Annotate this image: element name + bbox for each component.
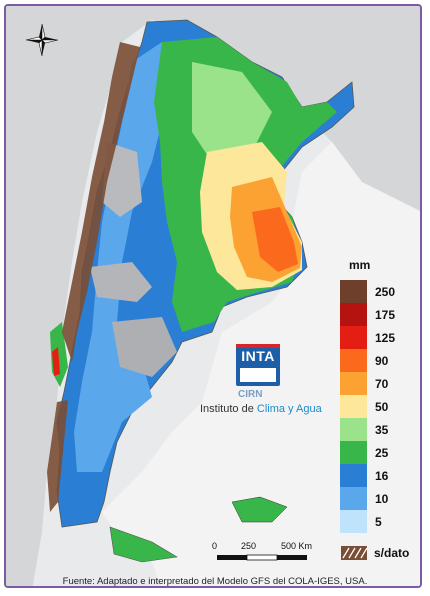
- legend-swatch: [340, 395, 367, 418]
- scale-label-500: 500 Km: [281, 541, 313, 551]
- dark-orange-region: [252, 207, 298, 272]
- legend-label: 125: [375, 330, 396, 345]
- legend-swatch: [340, 418, 367, 441]
- legend-label: 250: [375, 284, 396, 299]
- legend-swatch: [340, 326, 367, 349]
- inta-logo-text: INTA: [241, 348, 275, 364]
- legend-label: 175: [375, 307, 396, 322]
- legend-swatch: [340, 441, 367, 464]
- legend-label: 50: [375, 399, 389, 414]
- inta-logo: INTA: [236, 344, 280, 386]
- legend-color-bar: [340, 280, 367, 533]
- scale-bar: [217, 554, 307, 561]
- relief-area: [112, 317, 177, 377]
- legend-swatch: [340, 464, 367, 487]
- legend-label: 35: [375, 422, 389, 437]
- cirn-label: CIRN: [238, 389, 263, 400]
- coastal-red: [52, 347, 60, 376]
- legend-swatch: [340, 372, 367, 395]
- institute-prefix: Instituto de: [200, 403, 257, 415]
- legend-label: 90: [375, 353, 389, 368]
- legend-unit: mm: [349, 258, 371, 272]
- no-data-swatch: [341, 546, 367, 560]
- light-blue-region: [74, 42, 167, 472]
- scale-label-250: 250: [241, 541, 257, 551]
- legend-label: 5: [375, 514, 382, 529]
- legend-label: 10: [375, 491, 389, 506]
- legend-swatch: [340, 349, 367, 372]
- scale-label-0: 0: [212, 541, 218, 551]
- legend-swatch: [340, 280, 367, 303]
- compass-rose-icon: [25, 23, 59, 57]
- legend-swatch: [340, 303, 367, 326]
- legend-no-data-label: s/dato: [374, 546, 410, 560]
- source-footer: Fuente: Adaptado e interpretado del Mode…: [62, 576, 368, 587]
- light-green-region: [192, 62, 272, 162]
- no-data-strip: [62, 42, 140, 362]
- institute-name: Instituto de Clima y Agua: [200, 403, 322, 415]
- tierra-del-fuego: [109, 526, 178, 563]
- legend-swatch: [340, 510, 367, 533]
- legend-label: 25: [375, 445, 389, 460]
- legend-swatch: [340, 487, 367, 510]
- no-data-strip: [47, 400, 68, 512]
- neighbour-land: [6, 6, 420, 586]
- islas-malvinas: [231, 496, 288, 523]
- institute-highlight: Clima y Agua: [256, 403, 322, 415]
- relief-area: [90, 262, 152, 302]
- legend-label: 70: [375, 376, 389, 391]
- legend-label: 16: [375, 468, 389, 483]
